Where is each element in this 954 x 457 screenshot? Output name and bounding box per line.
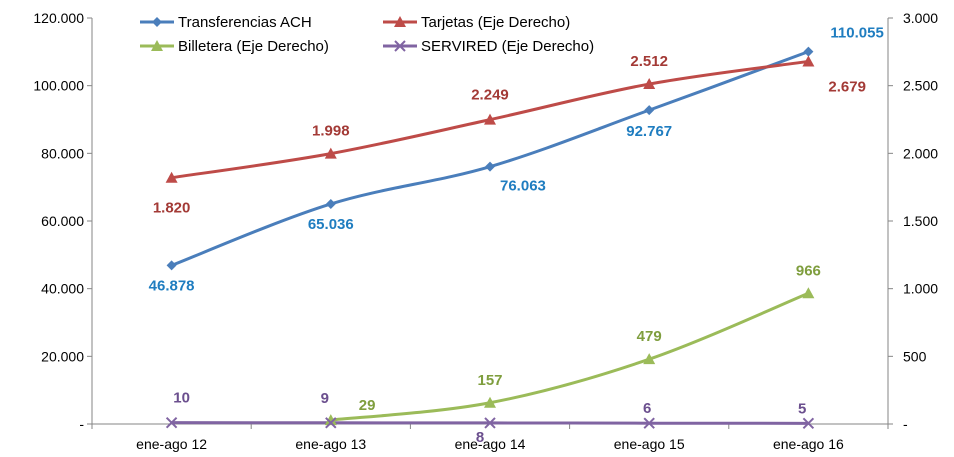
data-point-transferencias-ach [803,46,814,57]
data-label-servired-eje-derecho: 8 [476,429,484,446]
legend-label-billetera-eje-derecho: Billetera (Eje Derecho) [178,38,329,55]
data-point-tarjetas-eje-derecho [324,147,337,159]
data-point-tarjetas-eje-derecho [643,78,656,90]
x-tick-label: ene-ago 14 [455,436,526,452]
series-markers [165,46,815,430]
left-tick-label: 60.000 [41,213,84,229]
data-label-tarjetas-eje-derecho: 1.820 [153,200,191,217]
data-label-tarjetas-eje-derecho: 1.998 [312,123,350,140]
data-point-billetera-eje-derecho [484,396,496,408]
legend-label-tarjetas-eje-derecho: Tarjetas (Eje Derecho) [421,14,570,31]
left-tick-label: 20.000 [41,348,84,364]
series-lines [171,50,809,425]
data-point-transferencias-ach [644,105,655,116]
data-label-tarjetas-eje-derecho: 2.679 [828,78,866,95]
data-labels: 46.878 65.036 76.063 92.767 110.055 1.820 1.99… [149,25,884,446]
left-tick-label: - [79,416,84,432]
x-tick-label: ene-ago 16 [773,436,844,452]
data-label-billetera-eje-derecho: 966 [796,262,821,279]
right-tick-label: - [903,416,908,432]
right-tick-label: 3.000 [903,10,938,26]
data-point-servired-eje-derecho [165,416,178,429]
data-point-servired-eje-derecho [643,417,655,429]
data-label-billetera-eje-derecho: 157 [477,372,502,389]
data-point-transferencias-ach [325,198,336,209]
left-tick-label: 120.000 [33,10,84,26]
data-point-billetera-eje-derecho [643,353,656,365]
data-point-billetera-eje-derecho [324,414,337,426]
right-tick-label: 500 [903,348,927,364]
data-label-servired-eje-derecho: 5 [798,400,806,417]
data-point-tarjetas-eje-derecho [484,113,496,125]
x-tick-label: ene-ago 15 [614,436,685,452]
data-label-servired-eje-derecho: 6 [643,400,651,417]
legend-marker-tarjetas-eje-derecho [394,16,406,27]
data-label-transferencias-ach: 65.036 [308,216,354,233]
data-point-transferencias-ach [166,260,177,271]
data-point-billetera-eje-derecho [802,287,815,299]
series-line-billetera-eje-derecho [330,291,809,422]
series-line-transferencias-ach [171,50,809,267]
left-tick-label: 100.000 [33,78,84,94]
legend-marker-servired-eje-derecho [394,40,406,52]
data-point-tarjetas-eje-derecho [802,55,815,67]
data-point-tarjetas-eje-derecho [165,171,178,183]
legend-marker-billetera-eje-derecho [151,40,163,51]
data-label-billetera-eje-derecho: 479 [637,328,662,345]
data-label-transferencias-ach: 92.767 [626,123,672,140]
left-tick-label: 40.000 [41,281,84,297]
legend-label-transferencias-ach: Transferencias ACH [178,14,312,31]
axes: - - 20.000 500 40.000 1.000 60.000 1.500 80.000 2… [33,10,938,452]
right-tick-label: 2.000 [903,145,938,161]
data-label-tarjetas-eje-derecho: 2.249 [471,87,509,104]
legend: Transferencias ACH Tarjetas (Eje Derecho)… [140,14,594,55]
data-point-servired-eje-derecho [802,417,815,430]
data-label-servired-eje-derecho: 10 [173,390,190,407]
data-point-transferencias-ach [485,161,495,172]
right-tick-label: 2.500 [903,78,938,94]
right-tick-label: 1.500 [903,213,938,229]
data-point-servired-eje-derecho [325,417,337,429]
data-label-transferencias-ach: 76.063 [500,178,546,195]
legend-label-servired-eje-derecho: SERVIRED (Eje Derecho) [421,38,594,55]
left-tick-label: 80.000 [41,145,84,161]
legend-marker-transferencias-ach [152,17,162,27]
data-label-servired-eje-derecho: 9 [321,390,329,407]
data-label-transferencias-ach: 46.878 [149,277,195,294]
data-label-billetera-eje-derecho: 29 [359,397,376,414]
data-point-servired-eje-derecho [484,417,496,429]
x-tick-label: ene-ago 12 [136,436,207,452]
data-label-transferencias-ach: 110.055 [830,25,883,42]
data-label-tarjetas-eje-derecho: 2.512 [630,53,668,70]
x-tick-label: ene-ago 13 [295,436,366,452]
right-tick-label: 1.000 [903,281,938,297]
